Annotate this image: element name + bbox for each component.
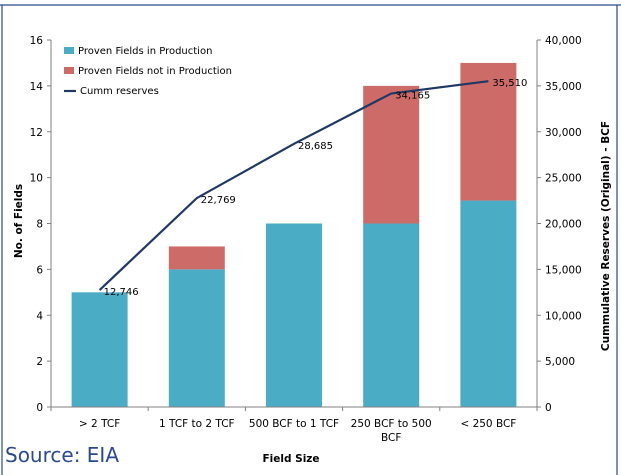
left-tick-label: 8 [36, 219, 43, 231]
line-cumm-reserves [98, 80, 489, 291]
right-tick-label: 25,000 [545, 173, 582, 185]
right-tick-label: 35,000 [545, 81, 582, 93]
bars-group [71, 62, 517, 407]
left-tick-label: 4 [36, 310, 43, 322]
left-tick-label: 0 [36, 402, 43, 414]
x-axis-title: Field Size [262, 453, 319, 465]
line-data-label: 34,165 [395, 91, 430, 102]
bar-not-production [168, 246, 225, 270]
bar-production [363, 223, 420, 407]
category-labels: > 2 TCF 1 TCF to 2 TCF 500 BCF to 1 TCF 250… [50, 407, 538, 444]
bar-production [168, 269, 225, 407]
line-data-label: 28,685 [298, 141, 333, 152]
legend-label-line: Cumm reserves [80, 86, 159, 97]
category-label: 250 BCF to 500 BCF [351, 418, 432, 444]
y-axis-title: No. of Fields [13, 184, 25, 258]
left-tick-label: 16 [30, 35, 44, 47]
bar-not-production [363, 85, 420, 224]
right-tick-label: 10,000 [545, 310, 582, 322]
legend-label-not-production: Proven Fields not in Production [78, 66, 232, 77]
source-caption: Source: EIA [5, 443, 119, 467]
left-tick-label: 2 [36, 356, 43, 368]
left-tick-label: 10 [30, 173, 43, 185]
line-series [98, 80, 489, 291]
right-tick-label: 0 [545, 402, 552, 414]
data-labels: 12,746 22,769 28,685 34,165 35,510 [104, 78, 528, 298]
bar-not-production [460, 62, 517, 201]
category-label: 500 BCF to 1 TCF [249, 418, 339, 430]
bar-production [71, 292, 128, 407]
right-tick-label: 40,000 [545, 35, 582, 47]
left-tick-label: 14 [30, 81, 44, 93]
line-data-label: 35,510 [492, 78, 527, 89]
right-tick-label: 20,000 [545, 219, 582, 231]
right-tick-label: 5,000 [545, 356, 575, 368]
legend: Proven Fields in Production Proven Field… [64, 46, 232, 97]
right-ticks: 0 5,000 10,000 15,000 20,000 25,000 30,000 35,0… [537, 35, 582, 414]
legend-swatch-not-production [64, 67, 74, 74]
legend-swatch-production [64, 47, 74, 54]
y2-axis-title: Cummulative Reserves (Original) - BCF [600, 121, 612, 351]
category-label: < 250 BCF [460, 418, 516, 430]
line-data-label: 12,746 [104, 287, 139, 298]
right-tick-label: 15,000 [545, 264, 582, 276]
left-tick-label: 6 [36, 264, 43, 276]
bar-production [266, 223, 322, 407]
line-data-label: 22,769 [201, 195, 236, 206]
category-label: 1 TCF to 2 TCF [159, 418, 235, 430]
right-tick-label: 30,000 [545, 127, 582, 139]
legend-label-production: Proven Fields in Production [78, 46, 212, 57]
left-tick-label: 12 [30, 127, 43, 139]
category-label: > 2 TCF [79, 418, 120, 430]
bar-production [460, 200, 517, 407]
left-ticks: 0 2 4 6 8 10 12 14 16 [30, 35, 51, 414]
